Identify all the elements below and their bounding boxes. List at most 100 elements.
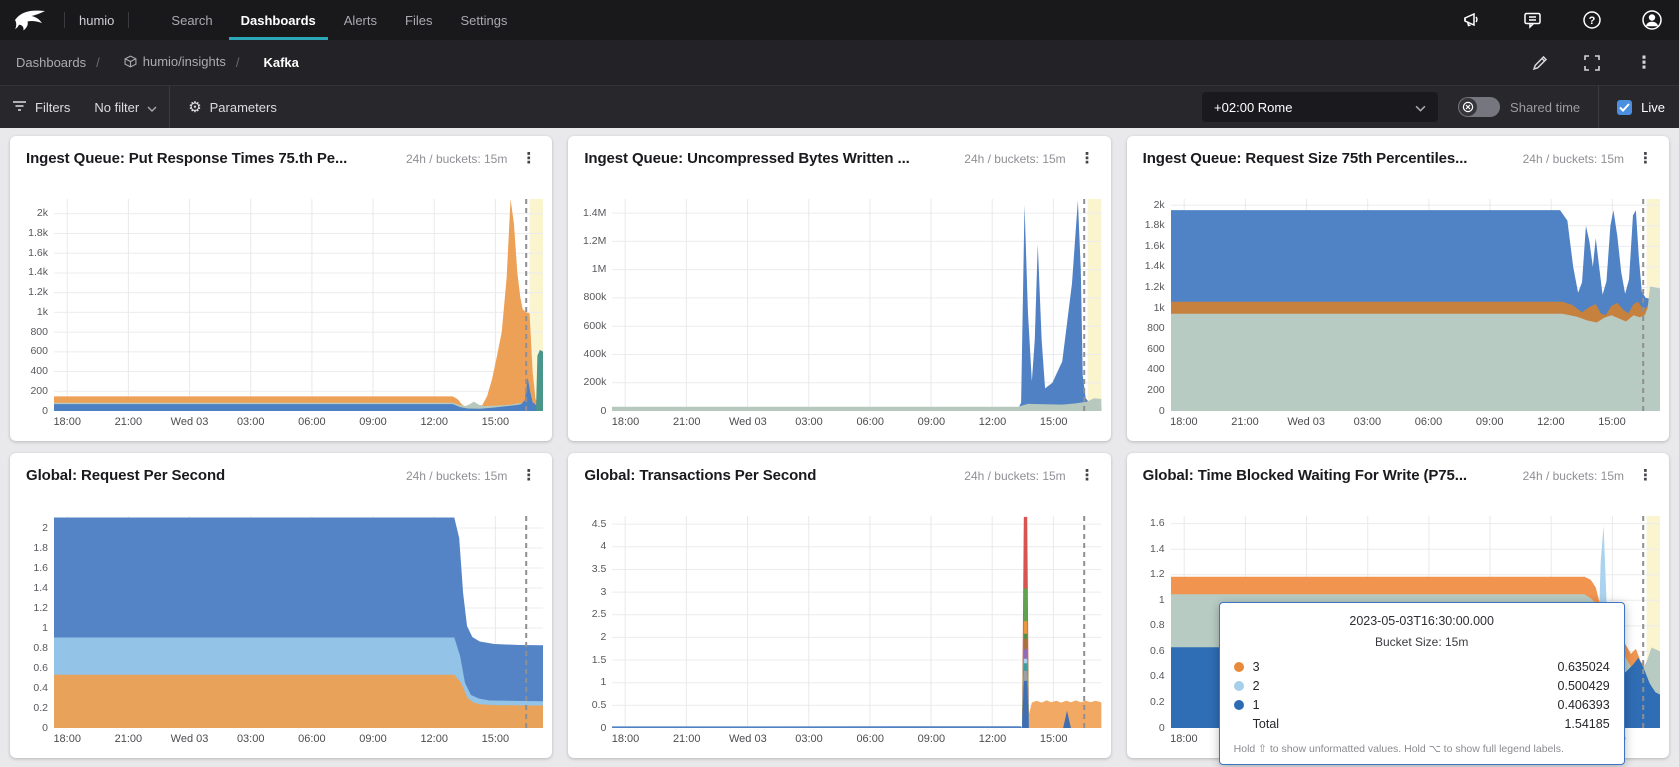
breadcrumb-separator: /	[96, 55, 100, 70]
chart-card-2: Ingest Queue: Uncompressed Bytes Written…	[568, 136, 1111, 441]
breadcrumb-dashboards[interactable]: Dashboards	[16, 55, 87, 70]
plot-region[interactable]	[54, 199, 544, 411]
y-tick-label: 2.5	[591, 608, 607, 621]
shared-time-toggle[interactable]	[1458, 97, 1501, 117]
chart-menu-kebab-icon[interactable]: ⋮	[1637, 150, 1653, 167]
falcon-logo-icon[interactable]	[10, 7, 54, 33]
x-tick-label: 12:00	[1537, 416, 1565, 428]
y-tick-label: 800	[30, 325, 48, 338]
legend-series-label: 1	[1252, 697, 1260, 712]
plot-region[interactable]	[612, 516, 1102, 728]
chart-card-header: Global: Transactions Per Second 24h / buc…	[568, 453, 1110, 484]
tooltip-legend-row: 3 0.635024	[1233, 657, 1610, 676]
edit-pencil-icon[interactable]	[1529, 52, 1551, 74]
chart-tooltip: 2023-05-03T16:30:00.000 Bucket Size: 15m 3…	[1218, 602, 1625, 765]
area-series-blue	[54, 377, 544, 411]
x-tick-label: 06:00	[1414, 416, 1443, 428]
y-tick-label: 800	[1147, 322, 1165, 335]
chart-svg[interactable]	[54, 199, 544, 411]
timezone-select[interactable]: +02:00 Rome	[1202, 92, 1439, 122]
dashboard-filter-bar: Filters No filter ⚙ Parameters +02:00 Ro…	[0, 85, 1679, 128]
filter-select[interactable]: No filter	[82, 100, 169, 115]
filter-selected-value: No filter	[94, 99, 140, 115]
tooltip-total-label: Total	[1252, 716, 1280, 731]
chart-area: 2k 1.8k 1.6k 1.4k 1.2k 1k 800 600 400 200 0 18:00 21…	[1127, 183, 1669, 441]
x-tick-label: 21:00	[114, 416, 143, 428]
y-tick-label: 2	[600, 630, 607, 643]
live-checkbox[interactable]	[1617, 99, 1633, 115]
x-tick-label: 12:00	[420, 416, 448, 428]
chart-menu-kebab-icon[interactable]: ⋮	[1079, 150, 1095, 167]
area-series-blue-notch	[1063, 710, 1072, 728]
area-series-orange	[54, 674, 544, 728]
tooltip-bucket-size: Bucket Size: 15m	[1374, 635, 1469, 649]
chart-menu-kebab-icon[interactable]: ⋮	[1079, 467, 1095, 484]
x-tick-label: 15:00	[1598, 416, 1626, 428]
y-tick-label: 0.6	[1150, 644, 1165, 657]
breadcrumb-repo[interactable]: humio/insights	[122, 54, 228, 71]
nav-item-alerts[interactable]: Alerts	[343, 12, 377, 28]
chart-card-header: Global: Request Per Second 24h / buckets:…	[10, 453, 552, 484]
chart-svg[interactable]	[54, 516, 544, 728]
y-tick-label: 400	[1147, 363, 1165, 376]
tooltip-legend-row: 1 0.406393	[1233, 695, 1610, 714]
parameters-button[interactable]: ⚙ Parameters	[176, 98, 289, 116]
chart-title: Global: Transactions Per Second	[584, 467, 817, 484]
x-tick-label: 09:00	[917, 733, 946, 745]
chart-area: 2k 1.8k 1.6k 1.4k 1.2k 1k 800 600 400 200 0 18:00 21…	[10, 183, 552, 441]
y-tick-label: 1.2k	[28, 286, 48, 299]
y-tick-label: 800k	[583, 291, 607, 304]
x-axis-labels: 18:00 21:00 Wed 03 03:00 06:00 09:00 12:00 15:0…	[612, 733, 1101, 749]
y-tick-label: 400k	[583, 347, 607, 360]
brand-label: humio	[79, 12, 115, 28]
shared-time-label: Shared time	[1510, 99, 1581, 115]
x-tick-label: 18:00	[1170, 733, 1198, 745]
x-tick-label: 18:00	[1170, 416, 1198, 428]
divider	[169, 86, 171, 128]
nav-item-settings[interactable]: Settings	[460, 12, 508, 28]
x-tick-label: 12:00	[420, 733, 448, 745]
fullscreen-icon[interactable]	[1581, 52, 1603, 74]
avatar-icon[interactable]	[1641, 9, 1663, 31]
x-tick-label: 21:00	[672, 416, 701, 428]
y-axis-labels: 4.5 4 3.5 3 2.5 2 1.5 1 0.5 0	[568, 516, 607, 734]
kebab-icon[interactable]: ⋮	[1635, 52, 1653, 72]
chart-card-header: Ingest Queue: Put Response Times 75.th P…	[10, 136, 552, 167]
tooltip-total-value: 1.54185	[1564, 716, 1610, 731]
y-tick-label: 0.2	[33, 701, 48, 714]
nav-item-search[interactable]: Search	[171, 12, 213, 28]
area-series-spike-blue	[1022, 680, 1030, 728]
divider	[128, 12, 130, 28]
x-tick-label: 09:00	[359, 416, 387, 428]
nav-item-files[interactable]: Files	[405, 12, 433, 28]
help-icon[interactable]: ?	[1581, 9, 1603, 31]
chart-svg[interactable]	[1170, 199, 1660, 411]
y-tick-label: 1k	[1153, 301, 1165, 314]
chart-card-header: Ingest Queue: Request Size 75th Percenti…	[1127, 136, 1669, 167]
filters-button[interactable]: Filters	[0, 100, 82, 115]
y-axis-labels: 2k 1.8k 1.6k 1.4k 1.2k 1k 800 600 400 200 0	[1127, 199, 1165, 417]
chart-menu-kebab-icon[interactable]: ⋮	[521, 467, 537, 484]
chart-svg[interactable]	[612, 516, 1102, 728]
legend-dot-icon	[1233, 699, 1244, 710]
chart-card-5: Global: Transactions Per Second 24h / buc…	[568, 453, 1111, 758]
x-tick-label: 09:00	[359, 733, 387, 745]
y-tick-label: 200	[30, 384, 48, 397]
x-tick-label: 03:00	[236, 733, 265, 745]
chart-svg[interactable]	[612, 199, 1102, 411]
plot-region[interactable]	[1170, 199, 1660, 411]
plot-region[interactable]	[54, 516, 544, 728]
chart-menu-kebab-icon[interactable]: ⋮	[1637, 467, 1653, 484]
y-tick-label: 600	[1147, 342, 1165, 355]
legend-dot-icon	[1233, 661, 1244, 672]
area-series-blue	[612, 200, 1102, 411]
y-tick-label: 4	[600, 540, 607, 553]
y-tick-label: 0	[600, 404, 607, 417]
y-tick-label: 2k	[36, 207, 48, 220]
chart-menu-kebab-icon[interactable]: ⋮	[521, 150, 537, 167]
plot-region[interactable]	[612, 199, 1102, 411]
nav-item-dashboards[interactable]: Dashboards	[227, 0, 330, 40]
megaphone-icon[interactable]	[1461, 9, 1483, 31]
y-axis-labels: 1.4M 1.2M 1M 800k 600k 400k 200k 0	[568, 199, 607, 417]
comment-icon[interactable]	[1521, 9, 1543, 31]
